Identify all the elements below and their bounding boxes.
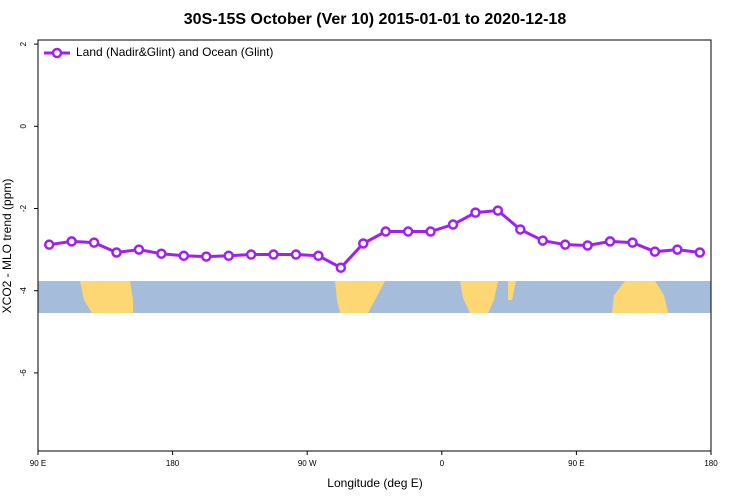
point <box>313 250 324 262</box>
point <box>268 249 279 260</box>
plot-frame <box>37 39 712 452</box>
point <box>178 250 190 262</box>
point <box>402 226 414 237</box>
point <box>559 239 571 250</box>
x-tick-label: 180 <box>704 459 718 468</box>
y-tick-label: -6 <box>19 369 28 377</box>
point <box>358 238 369 249</box>
series-line <box>48 209 700 270</box>
point <box>223 250 234 262</box>
point <box>672 244 683 255</box>
point <box>447 219 459 230</box>
y-tick-label: 0 <box>19 124 28 129</box>
point <box>380 226 391 237</box>
point <box>66 236 77 247</box>
point <box>604 236 616 247</box>
x-tick-label: 90 W <box>298 459 317 468</box>
y-tick-label: -2 <box>19 204 28 212</box>
point <box>582 240 593 251</box>
y-axis-label: XCO2 - MLO trend (ppm) <box>0 179 14 314</box>
chart-title: 30S-15S October (Ver 10) 2015-01-01 to 2… <box>184 11 567 28</box>
x-tick-label: 180 <box>166 459 180 468</box>
point <box>470 207 481 218</box>
point <box>694 247 706 258</box>
point <box>133 244 145 255</box>
point <box>201 251 212 262</box>
point <box>290 249 302 260</box>
map-strip <box>38 281 711 313</box>
point <box>335 262 347 273</box>
point <box>515 224 526 235</box>
y-tick-label: -4 <box>19 287 28 295</box>
x-axis-label: Longitude (deg E) <box>327 476 422 490</box>
y-tick-label: 2 <box>19 41 28 46</box>
point <box>88 237 100 248</box>
x-tick-label: 0 <box>440 459 445 468</box>
point <box>492 205 504 216</box>
point <box>245 249 257 260</box>
legend-marker <box>51 47 63 59</box>
point <box>649 246 661 257</box>
point <box>537 235 548 246</box>
legend-label: Land (Nadir&Glint) and Ocean (Glint) <box>76 45 273 59</box>
point <box>43 239 55 250</box>
point <box>156 248 167 259</box>
point <box>627 237 638 248</box>
x-tick-label: 90 E <box>30 459 46 468</box>
x-tick-label: 90 E <box>568 459 584 468</box>
point <box>111 247 122 258</box>
point <box>425 226 436 237</box>
